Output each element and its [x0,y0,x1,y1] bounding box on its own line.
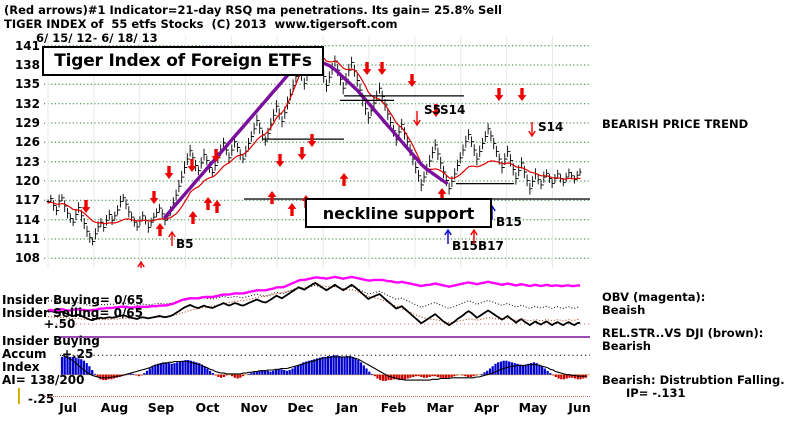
axis-left-tick [18,388,20,404]
svg-text:B15: B15 [496,215,522,229]
obv-panel [44,272,590,330]
accumulation-index-panel [60,336,590,394]
caption-ai-value: AI= 138/200 [2,373,85,387]
y-axis-tick-117: 117 [14,193,40,208]
svg-text:B5: B5 [176,237,194,251]
note-bearish-price-trend: BEARISH PRICE TREND [602,117,749,131]
svg-text:S14: S14 [538,120,563,134]
y-axis-tick-138: 138 [14,58,40,72]
caption-index: Index [2,360,40,374]
y-axis-tick-111: 111 [14,232,40,246]
header-line-2: TIGER INDEX of 55 etfs Stocks (C) 2013 w… [4,17,398,31]
header-line-1: (Red arrows)#1 Indicator=21-day RSQ ma p… [4,3,502,17]
x-axis-tick-mar: Mar [426,400,454,415]
svg-text:S5: S5 [424,103,441,117]
note-obv: OBV (magenta): Beaish [602,290,706,317]
x-axis-tick-sep: Sep [147,400,175,415]
x-axis-tick-aug: Aug [100,400,129,415]
chart-title: Tiger Index of Foreign ETFs [54,51,312,71]
note-distribution: Bearish: Distrubtion Falling. IP= -.131 [602,373,785,400]
neckline-support-box: neckline support [305,198,492,228]
x-axis-tick-may: May [518,400,548,415]
y-axis-tick-114: 114 [14,212,40,227]
svg-text:B17: B17 [478,239,504,253]
x-axis-tick-jan: Jan [336,400,358,415]
x-axis-tick-jun: Jun [568,400,591,415]
x-axis-tick-feb: Feb [380,400,407,415]
x-axis-tick-oct: Oct [195,400,220,415]
x-axis-tick-jul: Jul [59,400,77,415]
caption-insider-buying: Insider Buying= 0/65 [2,293,144,307]
x-axis-tick-apr: Apr [474,400,499,415]
y-axis-tick-120: 120 [14,174,40,188]
y-axis-tick-129: 129 [14,116,40,130]
svg-text:B15: B15 [452,239,478,253]
note-relative-strength: REL.STR..VS DJI (brown): Bearish [602,326,764,353]
x-axis-tick-dec: Dec [287,400,314,415]
header-date-range: 6/ 15/ 12- 6/ 18/ 13 [36,31,158,45]
y-axis-tick-132: 132 [14,96,40,111]
caption-plus-50: +.50 [44,317,76,331]
caption-minus-25: -.25 [28,392,55,406]
y-axis-tick-135: 135 [14,77,40,92]
caption-plus-25: +.25 [62,347,94,361]
x-axis-tick-nov: Nov [240,400,268,415]
caption-insider-buying-2: Insider Buying [2,334,100,348]
y-axis-tick-123: 123 [14,154,40,169]
caption-insider-selling: Insider Selling= 0/65 [2,306,144,320]
caption-accum: Accum [2,347,47,361]
axis-baseline [44,396,590,397]
y-axis-tick-141: 141 [14,38,40,53]
svg-text:S14: S14 [440,103,465,117]
neckline-support-label: neckline support [322,203,475,223]
y-axis-tick-108: 108 [14,251,40,266]
y-axis-tick-126: 126 [14,135,40,150]
chart-title-box: Tiger Index of Foreign ETFs [42,46,324,76]
